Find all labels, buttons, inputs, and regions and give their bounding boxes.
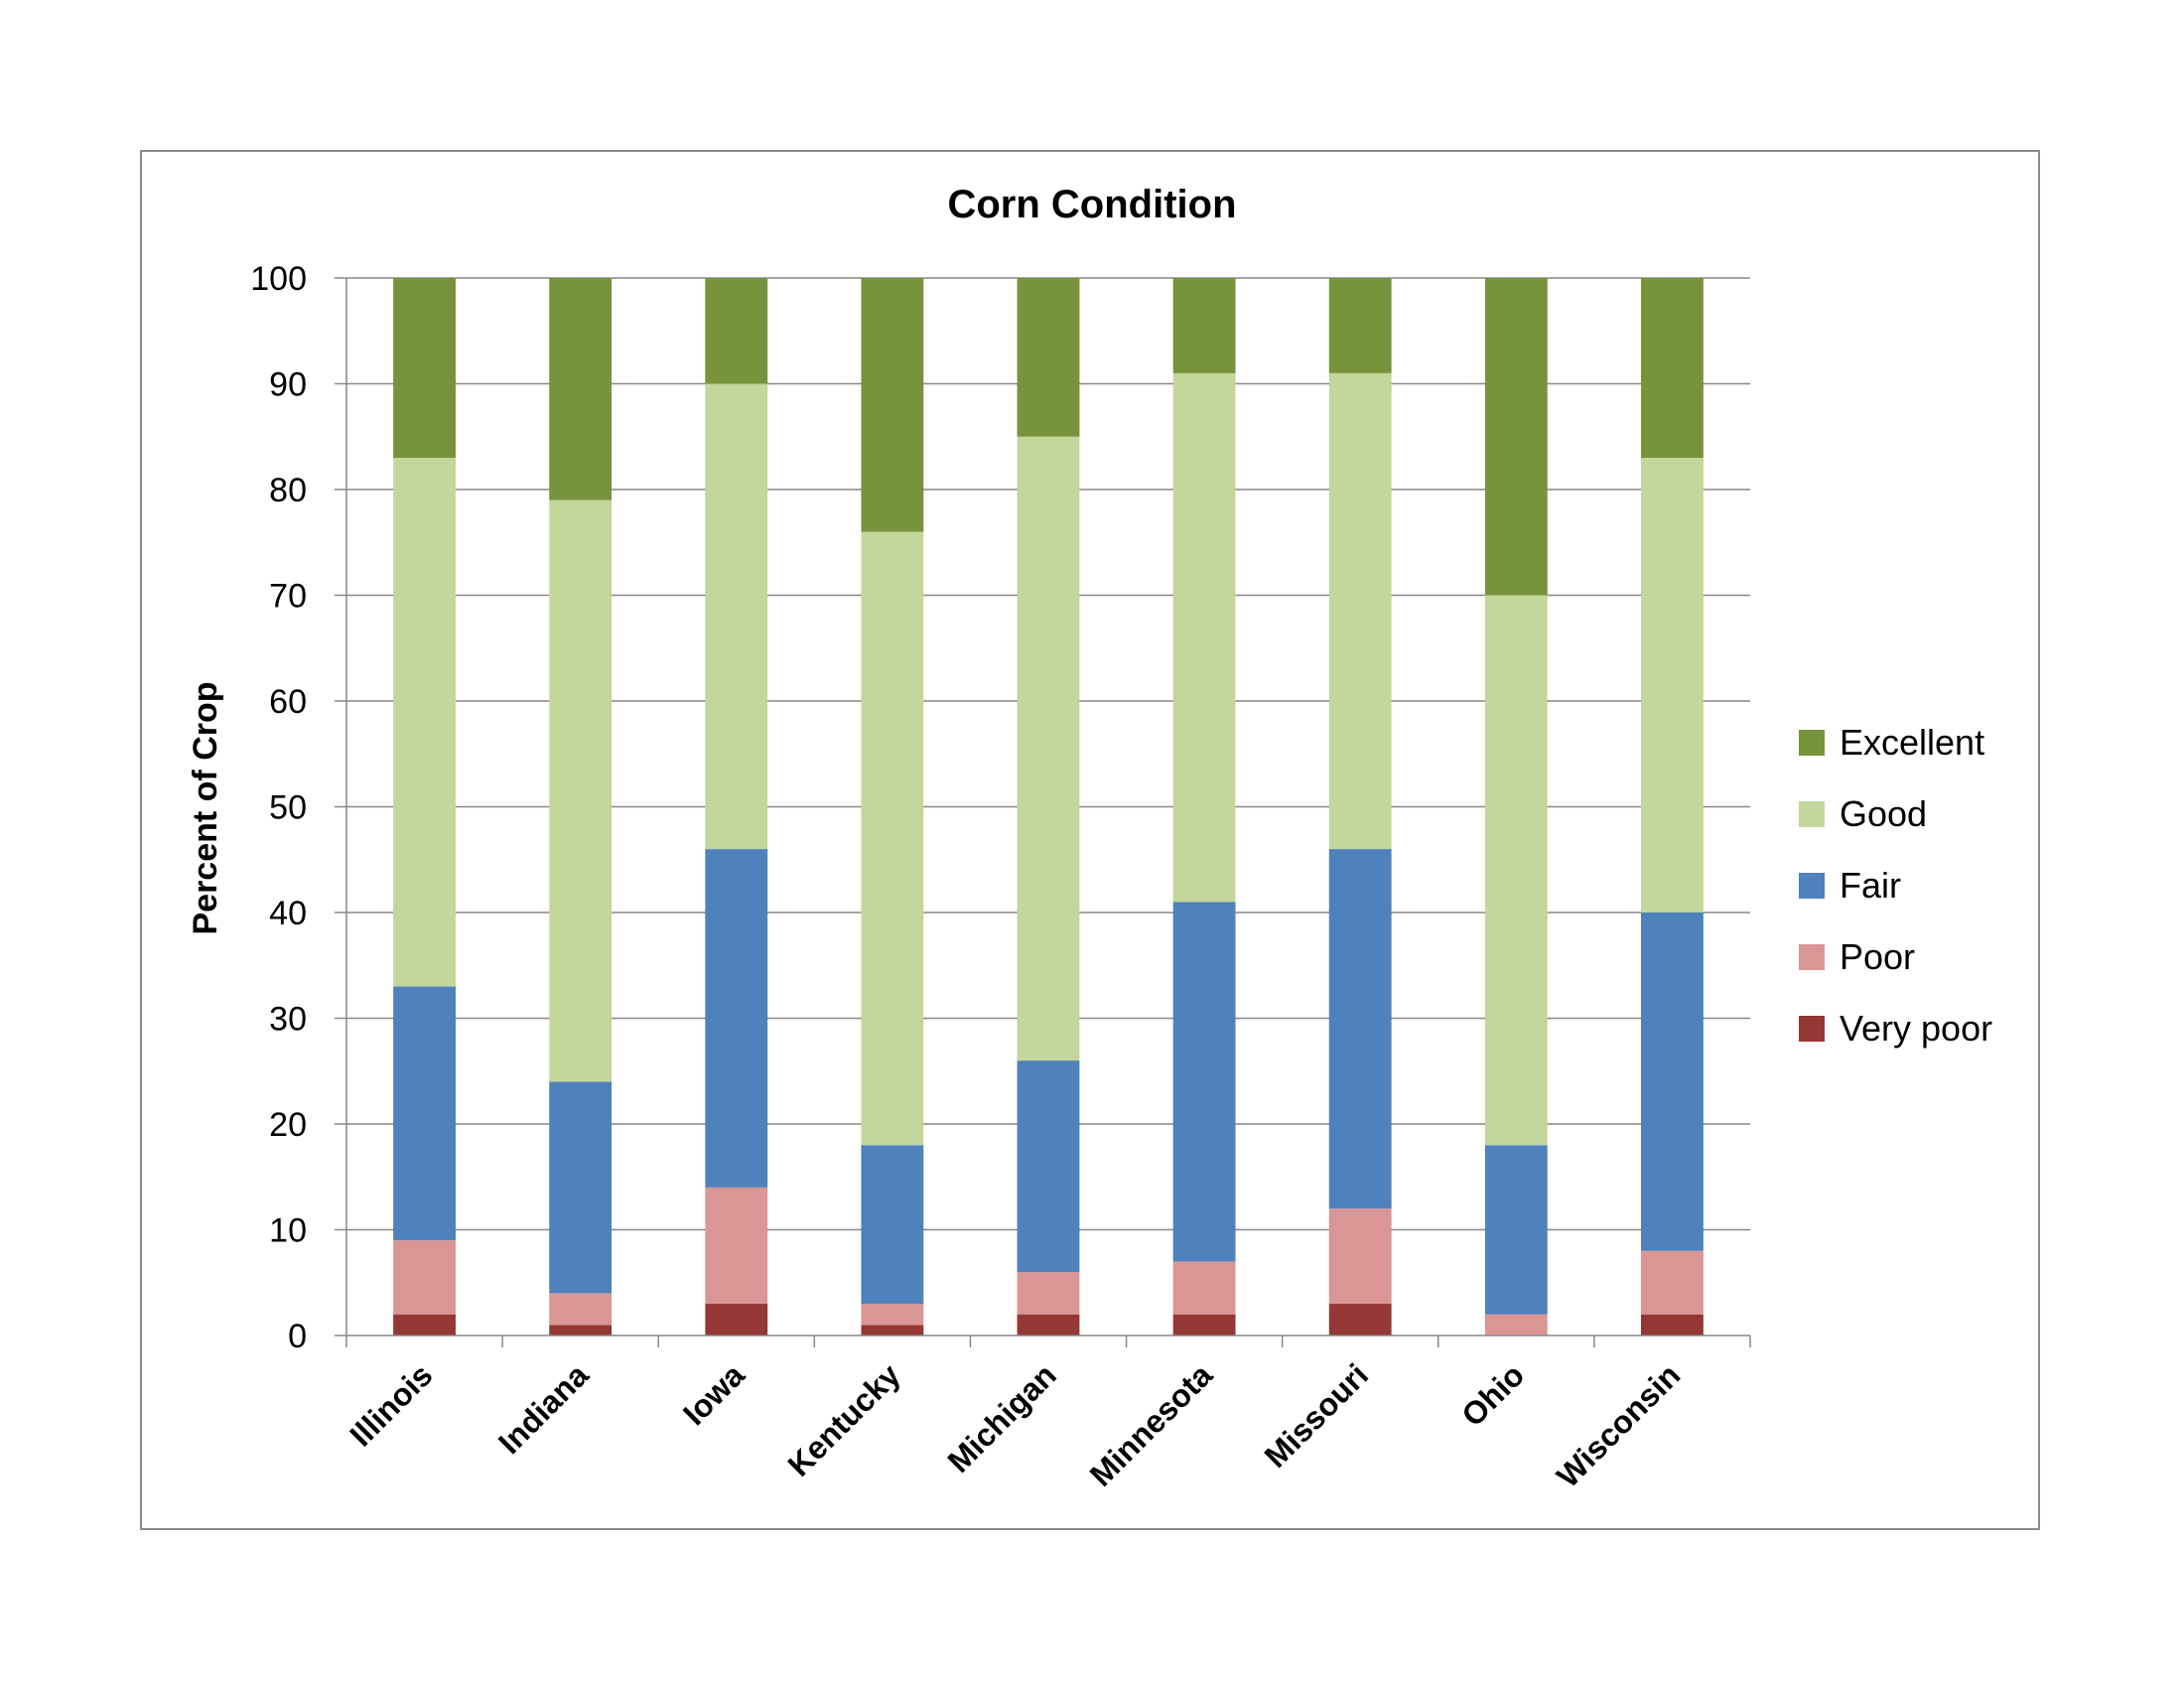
bar-kentucky-excellent xyxy=(861,278,924,532)
bar-iowa-very-poor xyxy=(705,1304,768,1336)
y-tick-label: 40 xyxy=(269,895,307,932)
bar-iowa-good xyxy=(705,383,768,850)
bars xyxy=(393,278,1704,1336)
bar-iowa-fair xyxy=(705,849,768,1188)
x-tick-label: Iowa xyxy=(676,1356,751,1432)
bar-illinois-fair xyxy=(393,986,456,1241)
bar-michigan-excellent xyxy=(1017,278,1080,437)
chart-frame xyxy=(140,150,2040,1530)
y-axis-label: Percent of Crop xyxy=(187,681,224,934)
bar-indiana-good xyxy=(549,499,613,1082)
legend: Excellent Good Fair Poor Very poor xyxy=(1799,722,1992,1049)
x-tick-label: Minnesota xyxy=(1083,1356,1219,1492)
bar-indiana-poor xyxy=(549,1293,613,1326)
y-tick-label: 90 xyxy=(269,366,307,404)
bar-wisconsin-fair xyxy=(1641,913,1704,1251)
legend-swatch xyxy=(1799,944,1825,970)
x-tick-label: Indiana xyxy=(491,1356,596,1461)
x-tick-label: Missouri xyxy=(1258,1356,1375,1474)
bar-kentucky-poor xyxy=(861,1304,924,1326)
legend-item-good: Good xyxy=(1799,793,1927,834)
y-tick-label: 50 xyxy=(269,789,307,827)
bar-ohio-fair xyxy=(1484,1145,1548,1315)
axes xyxy=(335,277,1751,1347)
bar-kentucky-very-poor xyxy=(861,1325,924,1336)
x-tick-label: Illinois xyxy=(342,1356,439,1453)
legend-label: Poor xyxy=(1840,936,1915,977)
bar-wisconsin-very-poor xyxy=(1641,1314,1704,1336)
bar-iowa-poor xyxy=(705,1187,768,1305)
bar-wisconsin-poor xyxy=(1641,1250,1704,1315)
bar-minnesota-poor xyxy=(1172,1261,1236,1315)
bar-illinois-poor xyxy=(393,1240,456,1315)
bar-missouri-good xyxy=(1328,372,1392,850)
bar-ohio-poor xyxy=(1484,1314,1548,1336)
y-tick-label: 30 xyxy=(269,1001,307,1039)
y-tick-label: 0 xyxy=(288,1318,307,1355)
legend-swatch xyxy=(1799,873,1825,899)
legend-item-excellent: Excellent xyxy=(1799,722,1984,763)
y-tick-label: 10 xyxy=(269,1212,307,1250)
legend-label: Fair xyxy=(1840,865,1901,906)
bar-michigan-poor xyxy=(1017,1272,1080,1315)
bar-michigan-good xyxy=(1017,436,1080,1061)
legend-label: Excellent xyxy=(1840,722,1984,763)
y-tick-labels: 0 10 20 30 40 50 60 70 80 90 100 xyxy=(250,260,307,1355)
legend-item-poor: Poor xyxy=(1799,936,1915,977)
y-tick-label: 20 xyxy=(269,1106,307,1144)
y-tick-label: 70 xyxy=(269,578,307,616)
chart-title: Corn Condition xyxy=(947,183,1236,226)
bar-missouri-excellent xyxy=(1328,278,1392,373)
bar-indiana-very-poor xyxy=(549,1325,613,1336)
bar-iowa-excellent xyxy=(705,278,768,384)
bar-missouri-poor xyxy=(1328,1208,1392,1305)
legend-swatch xyxy=(1799,801,1825,827)
y-tick-label: 60 xyxy=(269,683,307,721)
bar-ohio-good xyxy=(1484,595,1548,1146)
x-tick-label: Wisconsin xyxy=(1550,1356,1687,1493)
bar-indiana-excellent xyxy=(549,278,613,500)
bar-kentucky-fair xyxy=(861,1145,924,1305)
bar-illinois-excellent xyxy=(393,278,456,459)
bar-ohio-excellent xyxy=(1484,278,1548,596)
bar-kentucky-good xyxy=(861,531,924,1146)
y-tick-label: 80 xyxy=(269,472,307,509)
bar-minnesota-excellent xyxy=(1172,278,1236,373)
bar-missouri-very-poor xyxy=(1328,1304,1392,1336)
bar-missouri-fair xyxy=(1328,849,1392,1209)
bar-minnesota-very-poor xyxy=(1172,1314,1236,1336)
bar-minnesota-good xyxy=(1172,372,1236,903)
legend-label: Good xyxy=(1840,793,1927,834)
legend-swatch xyxy=(1799,730,1825,756)
legend-item-very-poor: Very poor xyxy=(1799,1008,1992,1049)
legend-item-fair: Fair xyxy=(1799,865,1901,906)
bar-michigan-very-poor xyxy=(1017,1314,1080,1336)
legend-swatch xyxy=(1799,1016,1825,1042)
bar-minnesota-fair xyxy=(1172,902,1236,1262)
bar-michigan-fair xyxy=(1017,1060,1080,1273)
x-tick-label: Michigan xyxy=(940,1356,1063,1479)
x-tick-label: Ohio xyxy=(1454,1356,1531,1433)
x-tick-label: Kentucky xyxy=(781,1356,907,1482)
y-tick-label: 100 xyxy=(250,260,307,298)
bar-wisconsin-excellent xyxy=(1641,278,1704,459)
bar-illinois-very-poor xyxy=(393,1314,456,1336)
x-tick-labels: Illinois Indiana Iowa Kentucky Michigan Minne… xyxy=(342,1356,1687,1494)
bar-wisconsin-good xyxy=(1641,458,1704,913)
bar-illinois-good xyxy=(393,458,456,987)
bar-indiana-fair xyxy=(549,1081,613,1294)
legend-label: Very poor xyxy=(1840,1008,1992,1049)
